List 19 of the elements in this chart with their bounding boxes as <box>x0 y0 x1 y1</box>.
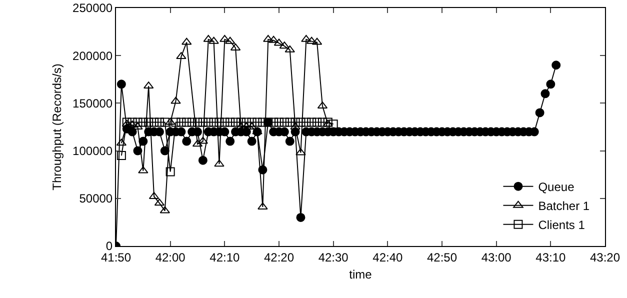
y-tick-label: 100000 <box>72 144 113 158</box>
legend-label: Batcher 1 <box>538 199 590 214</box>
x-tick-label: 42:00 <box>155 250 186 264</box>
x-tick-label: 42:50 <box>426 250 458 264</box>
x-tick-label: 43:00 <box>481 250 512 264</box>
legend-label: Queue <box>538 180 575 194</box>
x-tick-label: 42:40 <box>372 250 404 264</box>
y-tick-label: 250000 <box>72 1 113 16</box>
x-tick-label: 43:20 <box>590 250 620 264</box>
x-tick-label: 43:10 <box>536 250 566 264</box>
x-tick-label: 42:30 <box>318 250 349 264</box>
x-axis-title: time <box>349 267 372 282</box>
y-tick-label: 50000 <box>79 192 113 206</box>
x-tick-label: 42:20 <box>264 250 294 264</box>
legend-label: Clients 1 <box>538 218 586 232</box>
y-tick-label: 200000 <box>72 48 113 63</box>
x-tick-label: 42:10 <box>210 250 240 264</box>
y-tick-label: 150000 <box>72 96 113 110</box>
y-axis-title: Throughput (Records/s) <box>50 64 64 190</box>
